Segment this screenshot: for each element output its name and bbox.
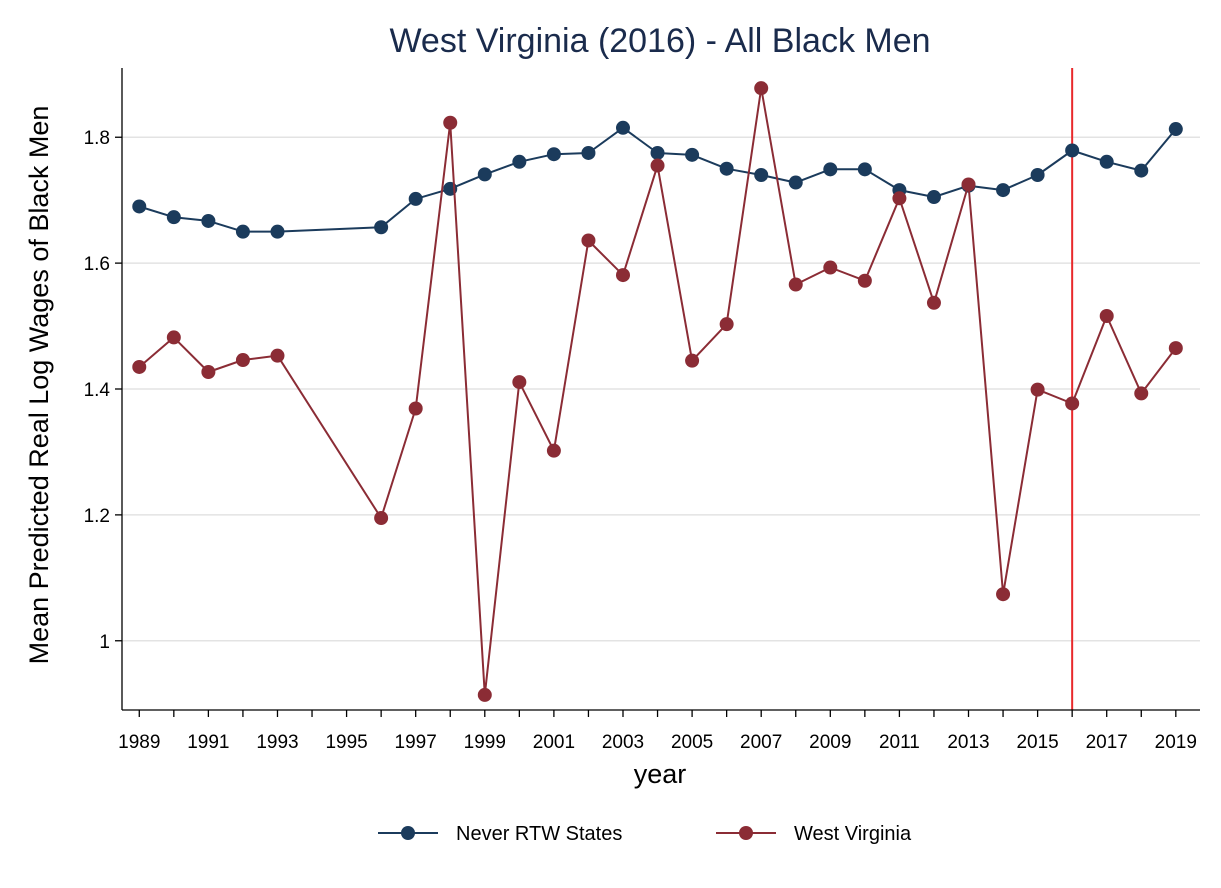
data-point-never-rtw-states — [477, 167, 492, 182]
data-point-west-virginia — [477, 687, 492, 702]
data-point-west-virginia — [1168, 341, 1183, 356]
data-point-never-rtw-states — [546, 147, 561, 162]
data-point-west-virginia — [546, 443, 561, 458]
y-tick-label: 1.2 — [84, 506, 110, 527]
data-point-never-rtw-states — [270, 224, 285, 239]
data-point-never-rtw-states — [166, 210, 181, 225]
data-point-never-rtw-states — [1065, 143, 1080, 158]
x-tick-label: 1989 — [118, 732, 160, 753]
data-point-never-rtw-states — [201, 213, 216, 228]
data-point-west-virginia — [788, 277, 803, 292]
grid-lines — [122, 136, 1200, 642]
data-point-west-virginia — [719, 317, 734, 332]
legend-label-west-virginia: West Virginia — [794, 823, 912, 845]
data-point-west-virginia — [512, 375, 527, 390]
data-point-west-virginia — [1134, 386, 1149, 401]
x-tick-label: 1991 — [187, 732, 229, 753]
data-point-west-virginia — [823, 260, 838, 275]
data-point-west-virginia — [650, 158, 665, 173]
data-point-never-rtw-states — [615, 120, 630, 135]
x-tick-label: 2003 — [602, 732, 644, 753]
data-point-west-virginia — [754, 81, 769, 96]
data-point-west-virginia — [615, 268, 630, 283]
data-point-never-rtw-states — [132, 199, 147, 214]
data-point-never-rtw-states — [1134, 163, 1149, 178]
x-tick-label: 2011 — [879, 732, 920, 753]
data-point-never-rtw-states — [754, 168, 769, 182]
data-point-west-virginia — [1030, 382, 1045, 397]
data-point-never-rtw-states — [581, 145, 596, 160]
data-point-never-rtw-states — [408, 191, 423, 206]
data-point-west-virginia — [1099, 308, 1114, 323]
y-tick-label: 1.4 — [84, 380, 111, 401]
axes: 1 1.2 1.4 1.6 1.8 1989 1991 1993 1995 1997 1999 200… — [84, 68, 1200, 753]
data-point-west-virginia — [926, 295, 941, 310]
data-point-west-virginia — [1065, 396, 1080, 411]
y-tick-label: 1 — [99, 632, 110, 653]
data-point-west-virginia — [235, 353, 250, 368]
data-point-never-rtw-states — [996, 183, 1011, 198]
legend-label-never-rtw-states: Never RTW States — [456, 823, 622, 845]
chart-title: West Virginia (2016) - All Black Men — [389, 22, 930, 60]
x-tick-label: 1999 — [464, 732, 506, 753]
x-tick-label: 2009 — [809, 732, 851, 753]
y-tick-label: 1.8 — [84, 128, 110, 149]
data-point-never-rtw-states — [719, 161, 734, 176]
data-point-never-rtw-states — [685, 147, 700, 162]
data-point-west-virginia — [996, 587, 1011, 602]
data-point-never-rtw-states — [788, 175, 803, 190]
data-point-west-virginia — [270, 348, 285, 363]
data-point-never-rtw-states — [1030, 168, 1045, 182]
x-tick-label: 2005 — [671, 732, 713, 753]
y-axis-label: Mean Predicted Real Log Wages of Black M… — [24, 106, 54, 665]
data-point-never-rtw-states — [512, 154, 527, 169]
data-point-west-virginia — [201, 365, 216, 380]
data-point-west-virginia — [857, 273, 872, 288]
legend-marker-west-virginia — [739, 826, 753, 840]
x-tick-label: 1997 — [395, 732, 437, 753]
x-tick-label: 2017 — [1086, 732, 1128, 753]
data-point-west-virginia — [374, 511, 389, 526]
data-point-west-virginia — [132, 359, 147, 374]
data-point-west-virginia — [581, 233, 596, 248]
data-point-never-rtw-states — [374, 220, 389, 235]
data-point-never-rtw-states — [823, 162, 838, 177]
y-tick-label: 1.6 — [84, 254, 110, 275]
x-tick-label: 1995 — [325, 732, 367, 753]
data-point-west-virginia — [443, 115, 458, 130]
x-axis-label: year — [634, 759, 687, 789]
data-point-never-rtw-states — [235, 224, 250, 239]
x-tick-label: 2019 — [1155, 732, 1197, 753]
x-tick-label: 2013 — [947, 732, 989, 753]
data-point-never-rtw-states — [857, 162, 872, 177]
legend-marker-never-rtw-states — [401, 826, 415, 840]
data-point-west-virginia — [892, 191, 907, 206]
data-point-west-virginia — [961, 177, 976, 192]
legend: Never RTW States West Virginia — [378, 823, 912, 845]
x-tick-label: 2007 — [740, 732, 782, 753]
x-tick-label: 1993 — [256, 732, 298, 753]
data-point-west-virginia — [685, 353, 700, 368]
data-point-never-rtw-states — [1099, 154, 1114, 169]
series-group — [132, 81, 1183, 702]
data-point-west-virginia — [166, 330, 181, 345]
data-point-west-virginia — [408, 401, 423, 416]
data-point-never-rtw-states — [1168, 122, 1183, 137]
x-tick-label: 2015 — [1016, 732, 1058, 753]
x-tick-label: 2001 — [533, 732, 575, 753]
data-point-never-rtw-states — [650, 145, 665, 160]
data-point-never-rtw-states — [926, 190, 941, 205]
